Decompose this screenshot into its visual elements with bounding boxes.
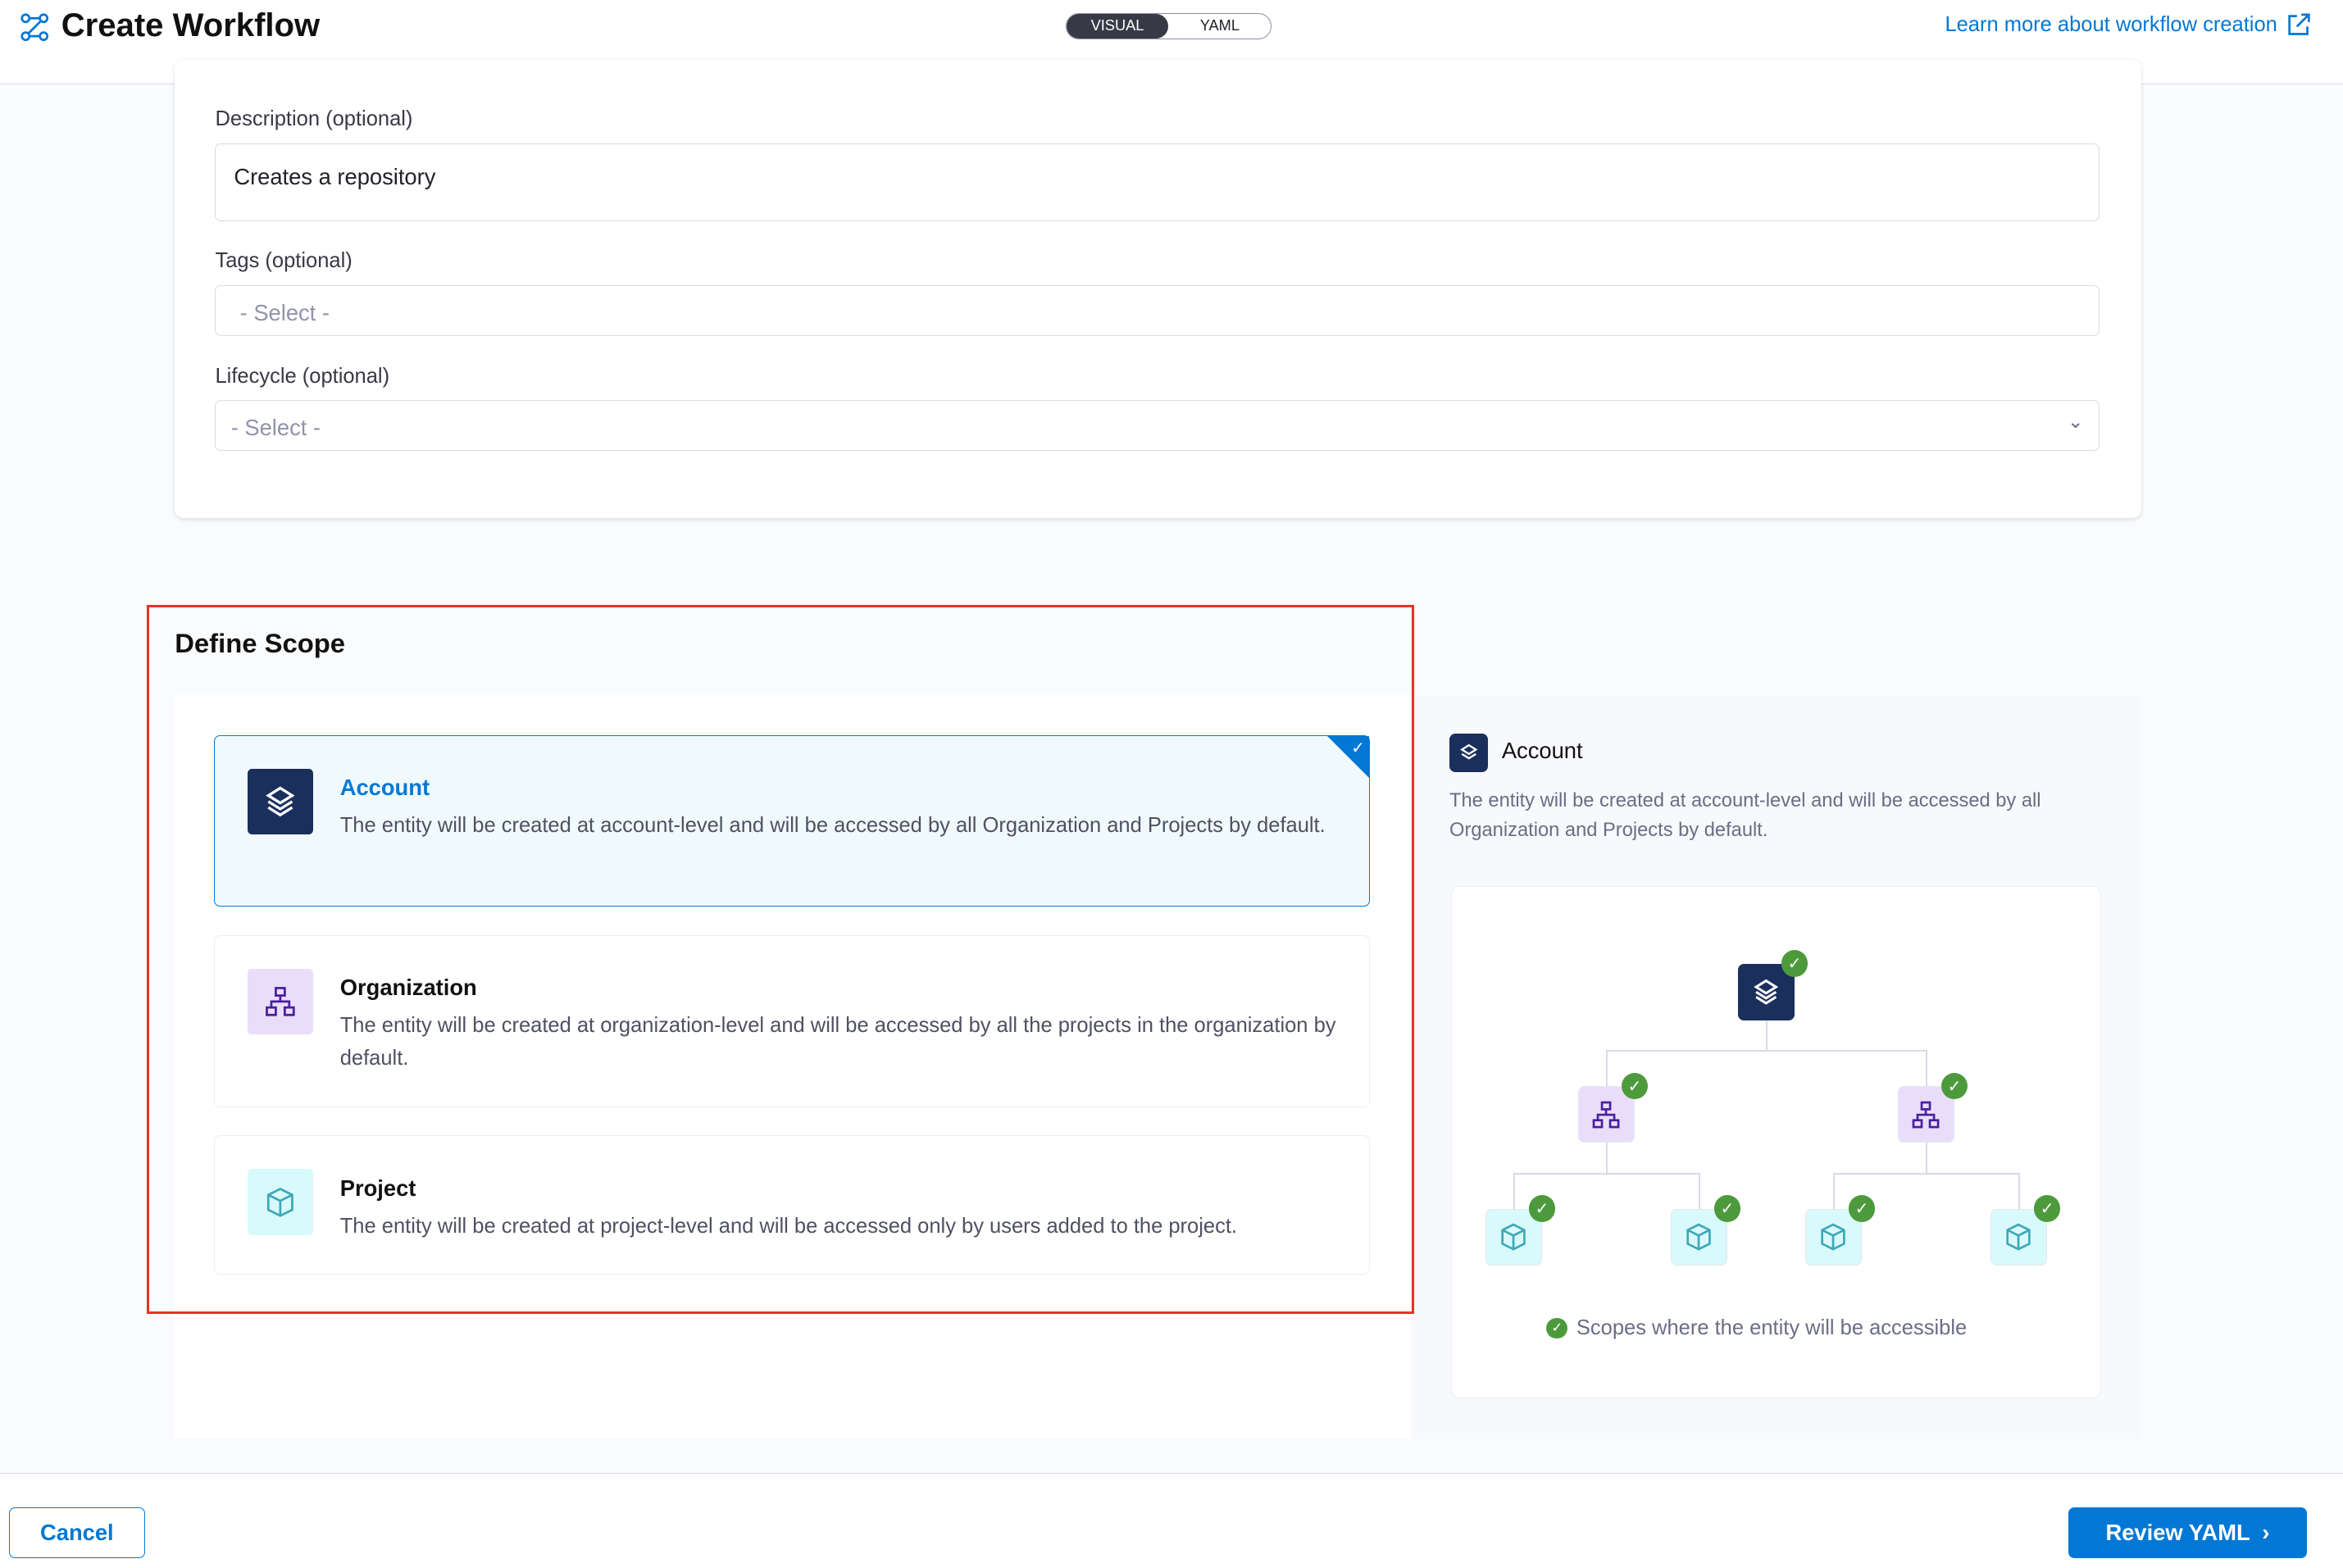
account-icon (247, 768, 313, 835)
option-description: The entity will be created at organizati… (339, 1014, 1336, 1070)
option-description: The entity will be created at project-le… (339, 1214, 1237, 1238)
option-title: Project (339, 1175, 416, 1201)
footer (0, 1473, 2343, 1568)
learn-more-link[interactable]: Learn more about workflow creation (1945, 13, 2310, 37)
connector-line (1926, 1143, 1928, 1173)
chevron-right-icon: › (2262, 1520, 2270, 1546)
organization-node (1897, 1086, 1955, 1143)
page-title: Create Workflow (61, 7, 321, 44)
connector-line (2018, 1172, 2021, 1209)
project-icon (247, 1169, 313, 1235)
option-description: The entity will be created at account-le… (339, 814, 1326, 838)
external-link-icon (2288, 13, 2310, 36)
connector-line (1513, 1172, 1701, 1175)
connector-line (1606, 1143, 1608, 1173)
lifecycle-placeholder: - Select - (230, 414, 321, 440)
connector-line (1926, 1050, 1928, 1087)
selected-check-icon: ✓ (1327, 735, 1370, 778)
scope-option-organization[interactable]: Organization The entity will be created … (213, 935, 1371, 1107)
project-node (1990, 1208, 2048, 1266)
connector-line (1699, 1172, 1701, 1209)
description-label: Description (optional) (215, 107, 413, 131)
connector-line (1766, 1020, 1768, 1051)
organization-icon (247, 969, 313, 1035)
learn-more-label: Learn more about workflow creation (1945, 13, 2277, 37)
check-icon: ✓ (2033, 1195, 2061, 1222)
check-icon: ✓ (1621, 1072, 1649, 1100)
connector-line (1833, 1172, 1836, 1209)
check-icon: ✓ (1940, 1072, 1968, 1100)
lifecycle-select[interactable]: - Select - ⌄ (215, 400, 2100, 452)
preview-title: Account (1501, 738, 1583, 764)
description-textarea[interactable]: Creates a repository (215, 143, 2100, 221)
connector-line (1606, 1050, 1608, 1087)
visual-toggle[interactable]: VISUAL (1066, 14, 1169, 39)
tags-input[interactable]: - Select - (215, 285, 2100, 337)
check-icon: ✓ (1546, 1317, 1567, 1339)
check-icon: ✓ (1528, 1195, 1556, 1222)
connector-line (1513, 1172, 1516, 1209)
option-title: Account (339, 775, 430, 801)
lifecycle-label: Lifecycle (optional) (215, 364, 390, 388)
account-icon (1449, 733, 1489, 773)
scope-option-project[interactable]: Project The entity will be created at pr… (213, 1135, 1371, 1275)
cancel-button[interactable]: Cancel (8, 1507, 145, 1559)
preview-description: The entity will be created at account-le… (1449, 789, 2041, 842)
legend-label: Scopes where the entity will be accessib… (1576, 1316, 1968, 1339)
check-icon: ✓ (1781, 950, 1808, 978)
view-toggle[interactable]: VISUAL YAML (1065, 13, 1272, 39)
check-icon: ✓ (1713, 1195, 1741, 1222)
legend: ✓ Scopes where the entity will be access… (1546, 1316, 1967, 1340)
yaml-toggle[interactable]: YAML (1199, 17, 1240, 34)
define-scope-title: Define Scope (175, 627, 346, 658)
check-icon: ✓ (1848, 1195, 1876, 1222)
chevron-down-icon: ⌄ (2067, 411, 2084, 434)
scope-option-account[interactable]: ✓ Account The entity will be created at … (213, 734, 1371, 907)
option-title: Organization (339, 975, 477, 1001)
review-yaml-button[interactable]: Review YAML › (2068, 1507, 2308, 1559)
review-yaml-label: Review YAML (2105, 1520, 2250, 1546)
workflow-icon (20, 12, 48, 41)
highlight-box (146, 605, 1414, 1314)
connector-line (1606, 1050, 1928, 1052)
connector-line (1833, 1172, 2021, 1175)
tags-label: Tags (optional) (215, 249, 353, 273)
